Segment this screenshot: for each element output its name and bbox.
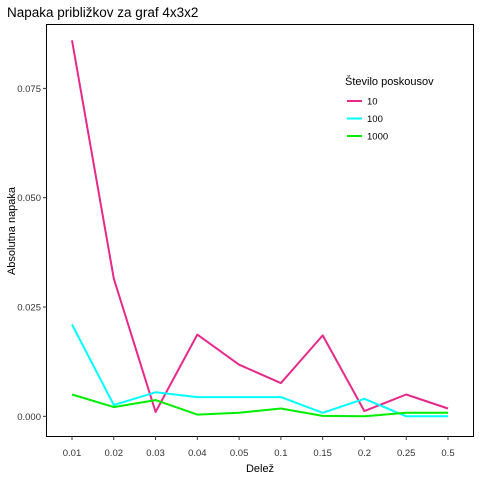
x-tick-label: 0.04: [188, 448, 207, 459]
series-lines: [71, 40, 449, 418]
x-tick-label: 0.02: [105, 448, 124, 459]
x-tick-label: 0.1: [274, 448, 287, 459]
x-axis: 0.01 0.02 0.03 0.04 0.05 0.1 0.15 0.2 0.25 0.5: [63, 436, 455, 459]
legend-title: Število poskousov: [345, 75, 434, 88]
y-axis-title: Absolutna napaka: [6, 186, 18, 275]
x-tick-label: 0.15: [313, 448, 332, 459]
x-tick-label: 0.05: [230, 448, 249, 459]
series-line-100: [71, 324, 448, 418]
legend-label-1000: 1000: [367, 132, 388, 143]
series-line-10: [71, 40, 449, 413]
y-tick-label: 0.075: [17, 84, 41, 95]
y-axis: 0.000 0.025 0.050 0.075: [17, 84, 47, 423]
x-tick-label: 0.2: [358, 448, 371, 459]
legend: Število poskousov 10 100 1000: [345, 75, 434, 143]
plot-panel: [46, 24, 474, 437]
x-tick-label: 0.25: [397, 448, 416, 459]
x-tick-label: 0.01: [63, 448, 82, 459]
legend-label-100: 100: [367, 114, 383, 125]
y-tick-label: 0.025: [17, 303, 41, 314]
x-tick-label: 0.03: [146, 448, 165, 459]
series-line-1000: [71, 393, 448, 418]
y-tick-label: 0.050: [17, 193, 41, 204]
x-axis-title: Delež: [246, 463, 274, 475]
y-tick-label: 0.000: [17, 412, 41, 423]
legend-label-10: 10: [367, 97, 378, 108]
x-tick-label: 0.5: [441, 448, 454, 459]
chart-title: Napaka približkov za graf 4x3x2: [7, 5, 198, 20]
